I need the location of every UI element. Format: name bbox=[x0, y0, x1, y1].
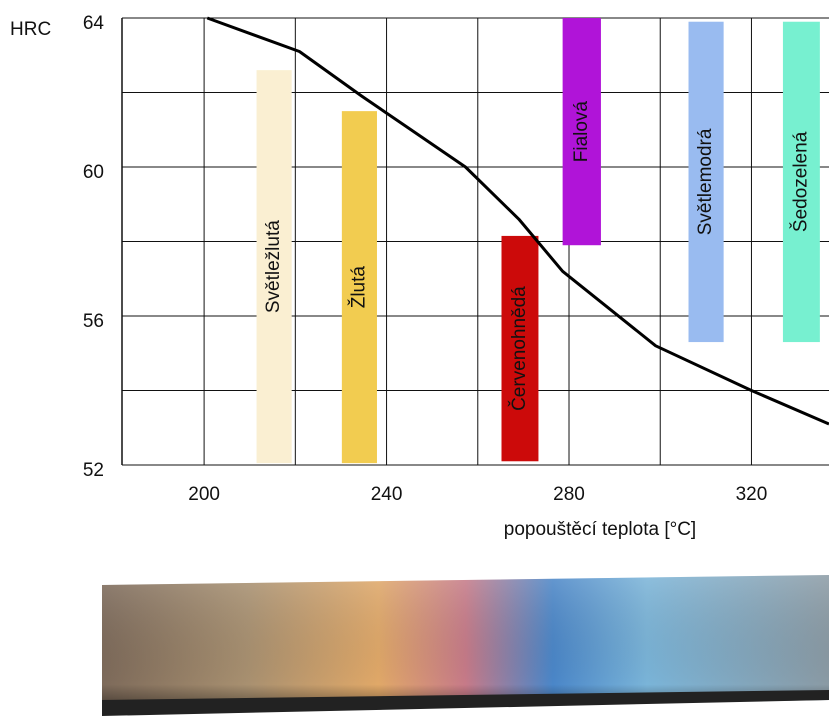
bar-label: Světlemodrá bbox=[695, 128, 716, 235]
x-tick-label: 320 bbox=[736, 484, 768, 505]
bar-label: Fialová bbox=[571, 101, 592, 163]
range-bar bbox=[256, 70, 292, 464]
bar-label: Červenohnědá bbox=[508, 286, 530, 411]
range-bar bbox=[688, 21, 724, 343]
bar-label: Žlutá bbox=[347, 266, 369, 309]
range-bar bbox=[501, 235, 539, 462]
y-tick-label: 64 bbox=[83, 13, 105, 34]
x-tick-label: 240 bbox=[371, 484, 403, 505]
bar-label: Šedozelená bbox=[789, 131, 811, 232]
range-bar bbox=[782, 21, 820, 343]
range-bar bbox=[562, 18, 601, 246]
y-tick-label: 52 bbox=[83, 460, 104, 481]
x-tick-label: 280 bbox=[553, 484, 585, 505]
x-tick-label: 200 bbox=[188, 484, 220, 505]
y-tick-label: 56 bbox=[83, 311, 104, 332]
range-bar bbox=[341, 111, 377, 464]
hardness-curve bbox=[206, 16, 829, 426]
bar-label: Světležlutá bbox=[263, 220, 284, 313]
y-axis-label: HRC bbox=[10, 19, 51, 40]
steel-photo bbox=[102, 575, 829, 716]
y-tick-label: 60 bbox=[83, 162, 104, 183]
x-axis-label: popouštěcí teplota [°C] bbox=[504, 519, 696, 540]
